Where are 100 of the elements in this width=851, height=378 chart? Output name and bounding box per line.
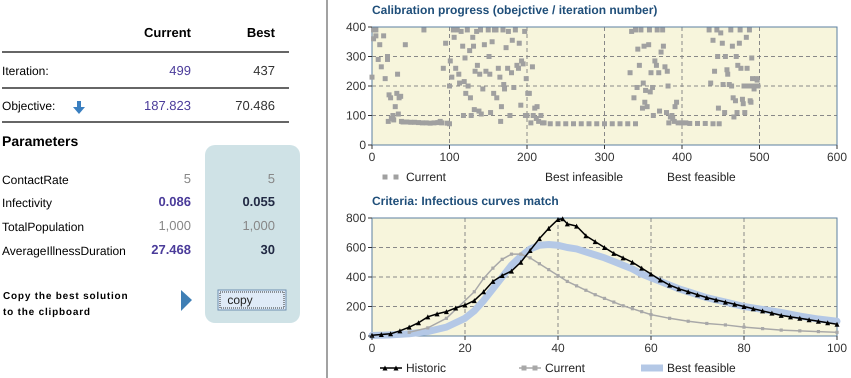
point: [481, 289, 486, 294]
text: 1,000: [158, 218, 191, 233]
point: [583, 233, 588, 238]
point: [622, 304, 625, 308]
x-tick-label: 500: [749, 150, 770, 164]
point: [528, 248, 533, 253]
point: [806, 317, 812, 322]
point: [538, 262, 541, 266]
point: [778, 312, 784, 318]
point: [630, 260, 635, 265]
point: [732, 302, 738, 307]
point: [560, 216, 566, 222]
point: [788, 314, 793, 320]
text: 27.468: [151, 242, 191, 257]
x-tick-label: 0: [368, 150, 376, 164]
text: Copy the best solution: [3, 291, 128, 302]
point: [797, 316, 802, 321]
point: [667, 282, 672, 288]
line-series: [370, 216, 840, 338]
text: 5: [184, 171, 191, 186]
x-tick-label: 40: [551, 341, 565, 355]
y-tick-label: 400: [346, 20, 366, 34]
point: [722, 300, 728, 305]
text: TotalPopulation: [2, 220, 84, 234]
text: 437: [253, 63, 275, 78]
y-tick-label: 200: [346, 300, 366, 314]
text: 5: [268, 171, 275, 186]
text: Current: [144, 25, 192, 40]
text: 187.823: [144, 98, 191, 113]
point: [639, 266, 644, 271]
point: [388, 331, 394, 336]
point: [780, 328, 783, 332]
point: [798, 329, 802, 332]
point: [611, 250, 616, 256]
point: [444, 316, 448, 320]
y-tick-label: 400: [346, 270, 366, 284]
point: [594, 293, 597, 296]
point: [564, 221, 570, 226]
legend-label: Historic: [406, 361, 446, 375]
point: [686, 289, 691, 294]
point: [509, 268, 514, 274]
point: [714, 297, 719, 302]
point: [500, 258, 504, 261]
point: [676, 286, 682, 292]
x-tick-label: 20: [458, 341, 472, 355]
point: [668, 316, 672, 320]
y-tick-label: 300: [346, 50, 366, 64]
point: [602, 245, 607, 250]
point: [566, 280, 569, 284]
text: ContactRate: [2, 173, 70, 187]
text: to the clipboard: [3, 307, 91, 318]
text: 30: [260, 242, 275, 257]
x-tick-label: 400: [672, 150, 692, 164]
x-tick-label: 100: [439, 150, 460, 164]
point: [416, 320, 421, 326]
text: Infectivity: [2, 196, 52, 210]
text: 70.486: [235, 98, 275, 113]
point: [834, 322, 840, 327]
text: 499: [169, 63, 191, 78]
point: [472, 290, 476, 294]
text: 0.086: [158, 194, 191, 209]
point: [658, 277, 663, 282]
point: [750, 306, 756, 312]
point: [426, 326, 430, 330]
point: [584, 288, 588, 292]
chart-title: Criteria: Infectious curves match: [372, 194, 559, 208]
point: [408, 330, 411, 334]
y-tick-label: 0: [359, 138, 366, 152]
point: [648, 272, 654, 277]
point: [406, 324, 412, 330]
point: [536, 236, 542, 242]
point: [425, 314, 430, 320]
text: Objective:: [2, 99, 56, 113]
x-tick-label: 80: [737, 341, 751, 355]
point: [546, 226, 552, 231]
x-tick-label: 0: [368, 341, 376, 355]
text: 1,000: [242, 218, 275, 233]
text: Best feasible: [667, 170, 736, 184]
point: [704, 295, 710, 300]
text: Iteration:: [2, 64, 49, 78]
legend-label: Best feasible: [667, 361, 736, 375]
point: [612, 300, 616, 304]
point: [519, 252, 522, 256]
x-tick-label: 200: [516, 150, 538, 164]
point: [640, 310, 644, 314]
x-tick-label: 100: [826, 341, 848, 355]
text: AverageIllnessDuration: [2, 244, 126, 258]
point: [769, 310, 774, 316]
point: [378, 332, 384, 338]
text: Best infeasible: [545, 170, 624, 184]
point: [742, 326, 746, 329]
text: copy: [227, 293, 253, 307]
point: [472, 298, 477, 304]
point: [695, 292, 700, 298]
text: Best: [246, 25, 276, 40]
legend-label: Current: [406, 170, 447, 184]
point: [835, 330, 839, 334]
point: [453, 305, 458, 310]
point: [491, 266, 494, 270]
point: [742, 304, 746, 309]
